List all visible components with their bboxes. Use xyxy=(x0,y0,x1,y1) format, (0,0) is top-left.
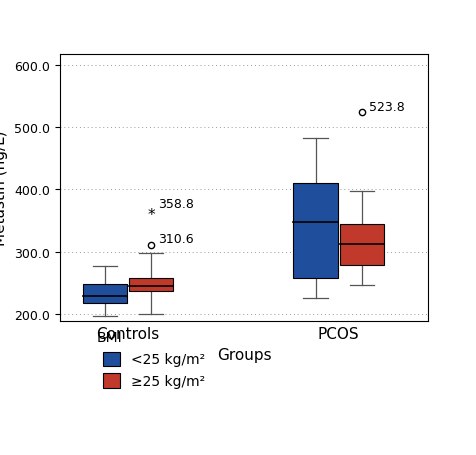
Text: 523.8: 523.8 xyxy=(369,100,405,113)
Bar xyxy=(294,184,338,278)
Bar xyxy=(340,224,384,266)
Text: 310.6: 310.6 xyxy=(158,233,194,246)
X-axis label: Groups: Groups xyxy=(217,347,271,362)
Legend: <25 kg/m², ≥25 kg/m²: <25 kg/m², ≥25 kg/m² xyxy=(103,352,205,388)
Y-axis label: Metastin (ng/L): Metastin (ng/L) xyxy=(0,131,8,246)
Bar xyxy=(83,284,127,303)
Text: *: * xyxy=(148,208,155,223)
Text: 358.8: 358.8 xyxy=(158,197,194,210)
Text: BMI: BMI xyxy=(96,330,122,344)
Bar xyxy=(129,278,173,291)
